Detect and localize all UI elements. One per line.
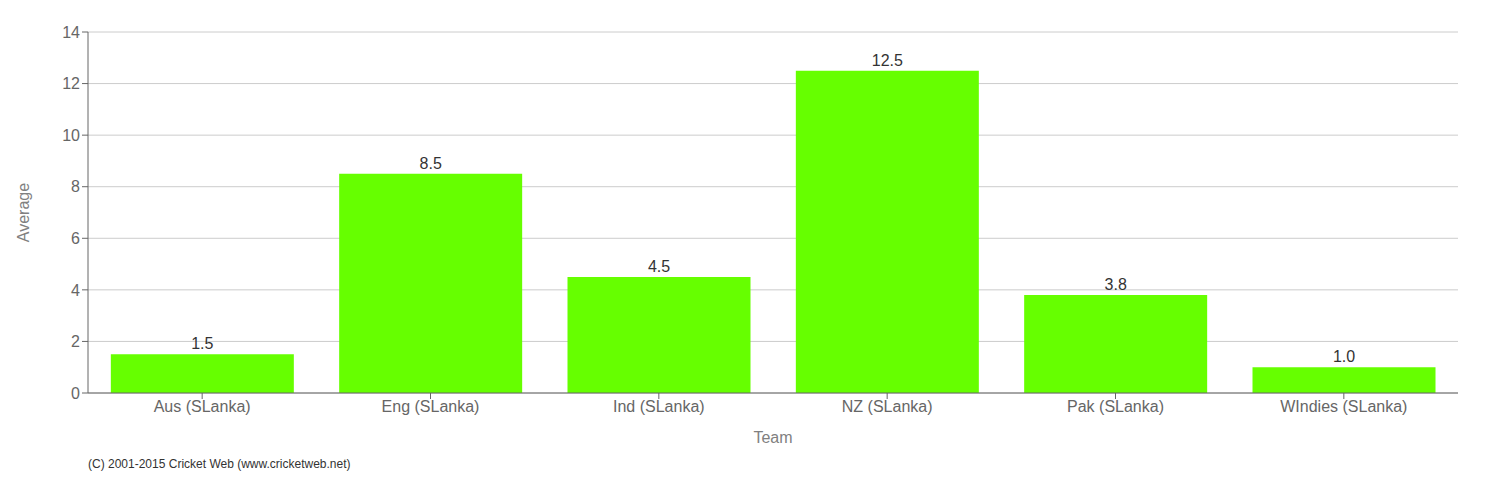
svg-text:14: 14: [62, 24, 80, 41]
svg-text:3.8: 3.8: [1105, 276, 1127, 293]
svg-text:8.5: 8.5: [420, 155, 442, 172]
svg-text:10: 10: [62, 127, 80, 144]
svg-text:WIndies (SLanka): WIndies (SLanka): [1280, 398, 1407, 415]
svg-text:Aus (SLanka): Aus (SLanka): [154, 398, 251, 415]
svg-text:0: 0: [71, 385, 80, 402]
svg-text:Ind (SLanka): Ind (SLanka): [613, 398, 705, 415]
svg-text:2: 2: [71, 333, 80, 350]
html-text:(C) 2001-2015 Cricket Web (www: (C) 2001-2015 Cricket Web (www.cricketwe…: [88, 457, 351, 471]
svg-text:4.5: 4.5: [648, 258, 670, 275]
svg-text:1.5: 1.5: [191, 335, 213, 352]
svg-text:Team: Team: [753, 429, 792, 446]
svg-text:12.5: 12.5: [872, 52, 903, 69]
svg-text:6: 6: [71, 230, 80, 247]
svg-text:4: 4: [71, 282, 80, 299]
svg-text:NZ (SLanka): NZ (SLanka): [842, 398, 933, 415]
svg-text:Eng (SLanka): Eng (SLanka): [382, 398, 480, 415]
svg-text:8: 8: [71, 178, 80, 195]
svg-text:12: 12: [62, 75, 80, 92]
svg-text:1.0: 1.0: [1333, 348, 1355, 365]
svg-text:Average: Average: [15, 183, 32, 242]
svg-text:Pak (SLanka): Pak (SLanka): [1067, 398, 1164, 415]
